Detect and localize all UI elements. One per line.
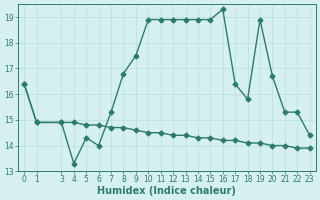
X-axis label: Humidex (Indice chaleur): Humidex (Indice chaleur) xyxy=(98,186,236,196)
